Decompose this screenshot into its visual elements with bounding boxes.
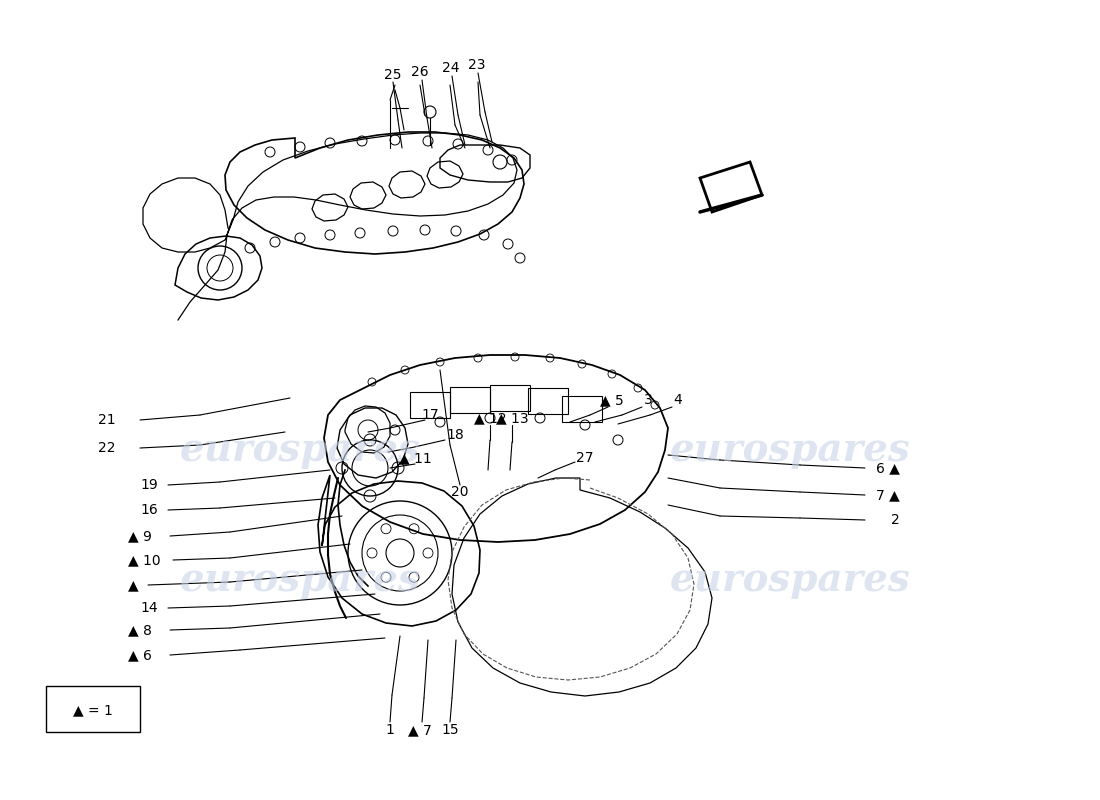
Text: 3: 3 bbox=[644, 393, 652, 407]
Text: 4: 4 bbox=[673, 393, 682, 407]
Text: ▲ 7: ▲ 7 bbox=[408, 723, 432, 737]
Text: 2: 2 bbox=[891, 513, 900, 527]
Text: 16: 16 bbox=[140, 503, 157, 517]
Text: 23: 23 bbox=[469, 58, 486, 72]
Text: eurospares: eurospares bbox=[179, 431, 420, 469]
Text: ▲ = 1: ▲ = 1 bbox=[73, 703, 113, 717]
Text: 19: 19 bbox=[140, 478, 157, 492]
Text: ▲ 5: ▲ 5 bbox=[601, 393, 624, 407]
Text: 22: 22 bbox=[98, 441, 116, 455]
Text: 6 ▲: 6 ▲ bbox=[876, 461, 900, 475]
Text: ▲ 13: ▲ 13 bbox=[496, 411, 528, 425]
Text: 20: 20 bbox=[451, 485, 469, 499]
Text: eurospares: eurospares bbox=[670, 431, 911, 469]
Text: 17: 17 bbox=[421, 408, 439, 422]
Text: ▲ 12: ▲ 12 bbox=[474, 411, 506, 425]
Text: eurospares: eurospares bbox=[179, 561, 420, 599]
Text: 24: 24 bbox=[442, 61, 460, 75]
Text: 1: 1 bbox=[386, 723, 395, 737]
Text: ▲ 9: ▲ 9 bbox=[128, 529, 152, 543]
Text: 7 ▲: 7 ▲ bbox=[877, 488, 900, 502]
Text: 21: 21 bbox=[98, 413, 116, 427]
Text: 15: 15 bbox=[441, 723, 459, 737]
Text: 27: 27 bbox=[576, 451, 594, 465]
Text: 26: 26 bbox=[411, 65, 429, 79]
Text: ▲ 11: ▲ 11 bbox=[398, 451, 431, 465]
Text: 18: 18 bbox=[447, 428, 464, 442]
Text: ▲ 10: ▲ 10 bbox=[128, 553, 161, 567]
Text: ▲ 6: ▲ 6 bbox=[128, 648, 152, 662]
Text: eurospares: eurospares bbox=[670, 561, 911, 599]
Text: ▲ 8: ▲ 8 bbox=[128, 623, 152, 637]
Text: ▲: ▲ bbox=[128, 578, 139, 592]
Text: 25: 25 bbox=[384, 68, 402, 82]
Text: 14: 14 bbox=[140, 601, 157, 615]
